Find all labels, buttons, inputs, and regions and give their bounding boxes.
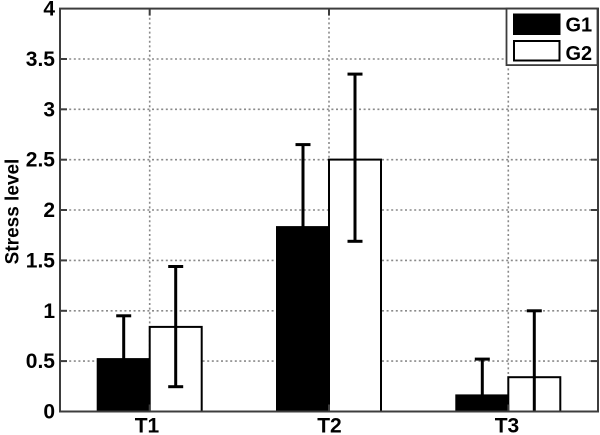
- svg-text:T1: T1: [135, 415, 160, 435]
- svg-text:0.5: 0.5: [26, 350, 56, 373]
- svg-text:3.5: 3.5: [26, 48, 56, 71]
- svg-text:4: 4: [43, 0, 55, 21]
- svg-text:2: 2: [43, 199, 55, 222]
- svg-text:G2: G2: [566, 43, 593, 65]
- svg-text:0: 0: [43, 401, 55, 424]
- svg-text:1.5: 1.5: [26, 249, 56, 272]
- svg-text:T2: T2: [317, 415, 342, 435]
- svg-text:3: 3: [43, 98, 55, 121]
- svg-text:1: 1: [43, 300, 55, 323]
- svg-text:Stress level: Stress level: [3, 159, 24, 265]
- svg-text:T3: T3: [495, 415, 520, 435]
- svg-text:2.5: 2.5: [26, 149, 56, 172]
- svg-text:G1: G1: [566, 15, 593, 37]
